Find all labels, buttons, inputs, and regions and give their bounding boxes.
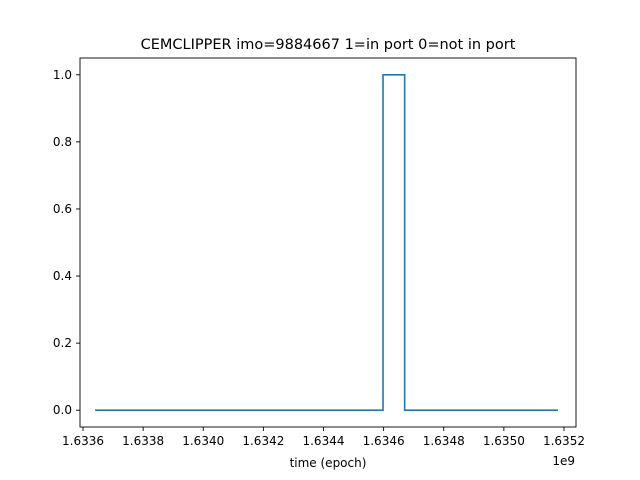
x-tick-label: 1.6342: [242, 434, 284, 448]
x-axis-label: time (epoch): [290, 456, 367, 470]
x-tick-label: 1.6338: [122, 434, 164, 448]
x-tick-label: 1.6352: [543, 434, 585, 448]
y-tick-label: 0.4: [53, 269, 72, 283]
x-axis: 1.6336 1.6338 1.6340 1.6342 1.6344 1.6346 1.63…: [62, 427, 585, 448]
x-tick-label: 1.6340: [182, 434, 224, 448]
x-tick-label: 1.6348: [423, 434, 465, 448]
y-tick-label: 0.6: [53, 202, 72, 216]
y-tick-label: 0.0: [53, 403, 72, 417]
plot-area: [79, 57, 577, 428]
x-tick-label: 1.6336: [62, 434, 104, 448]
x-axis-offset-label: 1e9: [552, 454, 575, 468]
y-tick-label: 0.8: [53, 135, 72, 149]
y-tick-label: 0.2: [53, 336, 72, 350]
x-tick-label: 1.6350: [483, 434, 525, 448]
chart-title: CEMCLIPPER imo=9884667 1=in port 0=not i…: [141, 37, 516, 53]
plot-frame: [79, 57, 577, 428]
y-axis: 0.0 0.2 0.4 0.6 0.8 1.0: [53, 68, 80, 417]
y-tick-label: 1.0: [53, 68, 72, 82]
x-tick-label: 1.6346: [363, 434, 405, 448]
x-tick-label: 1.6344: [302, 434, 344, 448]
series-line-0: [95, 73, 558, 412]
